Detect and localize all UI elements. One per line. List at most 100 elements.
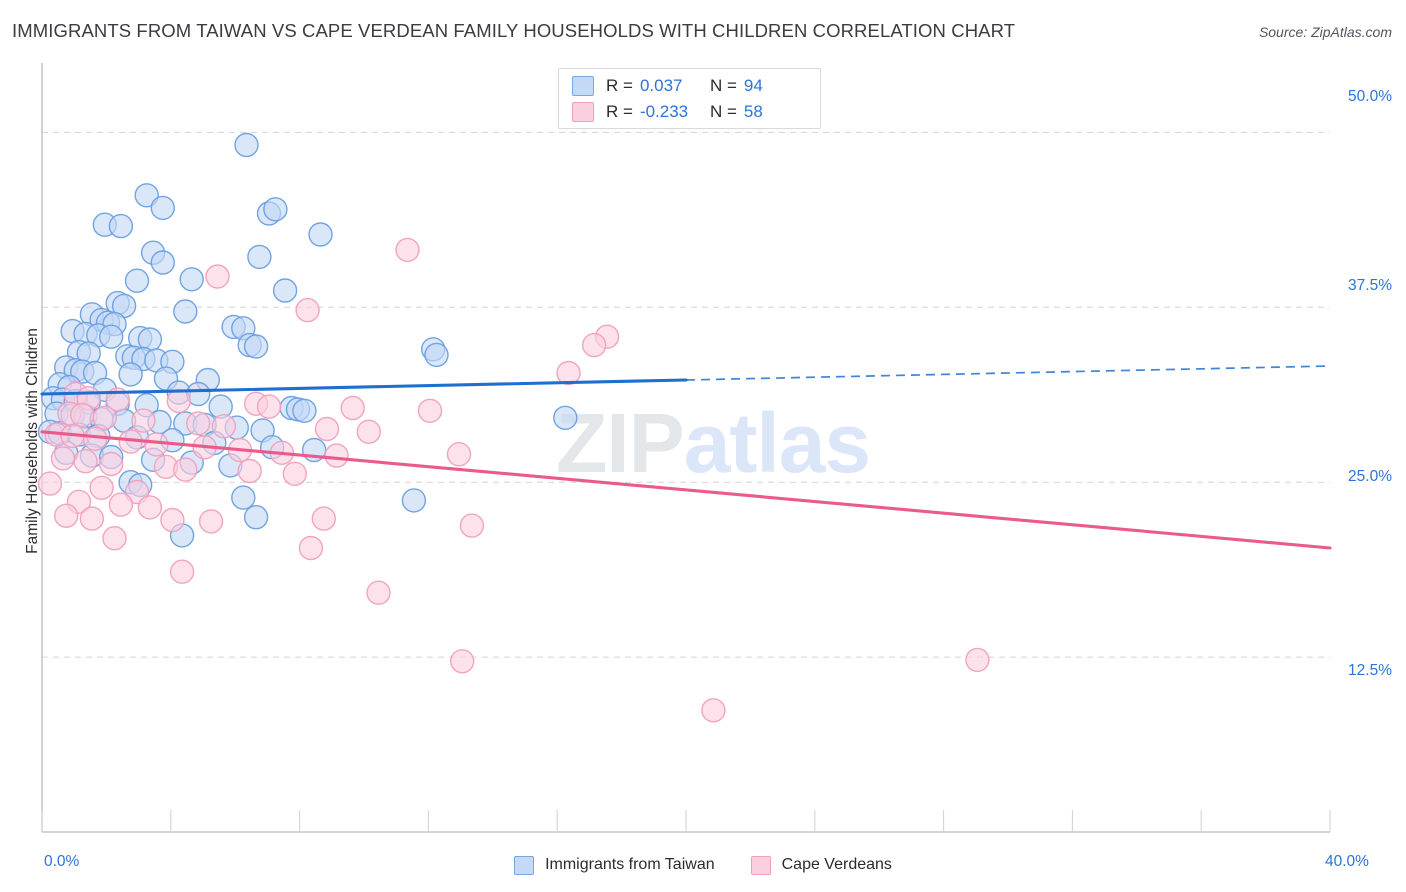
data-point [450,649,475,674]
data-point [169,559,195,584]
data-point [37,471,63,496]
series-points-cape-verdeans [37,237,990,723]
series-legend-item-taiwan[interactable]: Immigrants from Taiwan [514,855,715,875]
data-point [73,449,98,474]
data-point [198,509,224,534]
data-point [272,278,298,303]
data-point [324,443,349,468]
data-point [92,405,118,430]
trend-line-capeverdean [40,430,1332,550]
data-point [308,222,333,247]
x-tick-label-40: 40.0% [1325,853,1369,870]
data-point [701,698,726,723]
data-point [205,264,230,289]
series-legend: Immigrants from Taiwan Cape Verdeans [0,848,1406,882]
source-label: Source: ZipAtlas.com [1258,24,1392,40]
trend-line-taiwan [40,378,688,396]
legend-n-label-taiwan: N = [709,76,737,95]
legend-swatch-taiwan [572,76,594,96]
watermark-atlas: atlas [683,396,871,490]
data-point [446,442,472,467]
legend-n-label-capeverdean: N = [709,102,737,121]
data-point [131,408,156,433]
data-point [582,332,607,358]
y-tick-label-12-5: 12.5% [1348,662,1392,679]
data-point [424,342,449,368]
data-point [98,451,124,477]
data-point [292,398,317,423]
data-point [179,267,204,292]
data-point [211,414,237,439]
data-point [124,268,150,293]
data-point [459,513,485,538]
series-swatch-taiwan [514,855,535,875]
data-point [144,432,169,457]
legend-n-value-taiwan: 94 [743,76,763,95]
legend-n-value-capeverdean: 58 [743,102,763,121]
data-point [108,492,134,517]
series-points-immigrants-from-taiwan [37,132,578,548]
series-legend-item-capeverdean[interactable]: Cape Verdeans [750,855,892,875]
data-point [98,324,124,349]
legend-swatch-capeverdean [572,102,594,122]
data-point [263,197,288,222]
data-point [118,362,143,387]
data-point [234,132,259,158]
data-point [89,475,114,500]
data-point [556,360,581,386]
y-tick-label-37-5: 37.5% [1348,277,1392,294]
stats-legend-row-taiwan: R = 0.037 N = 94 [572,73,763,99]
data-point [243,334,269,359]
data-point [50,446,76,471]
data-point [70,402,95,428]
data-point [366,580,391,605]
data-point [401,488,427,513]
series-label-capeverdean: Cape Verdeans [781,856,892,873]
data-point [282,461,307,486]
data-point [185,411,211,436]
y-tick-label-50: 50.0% [1348,88,1392,105]
trend-line-taiwan-extrapolated [685,365,1331,381]
data-point [134,183,159,208]
data-point [137,495,163,520]
y-tick-label-25: 25.0% [1348,468,1392,485]
page-title: IMMIGRANTS FROM TAIWAN VS CAPE VERDEAN F… [12,20,1016,41]
data-point [247,244,272,270]
data-point [965,647,990,673]
data-point [102,526,127,551]
stats-legend-row-capeverdean: R = -0.233 N = 58 [572,99,763,125]
data-point [314,416,340,442]
data-point [237,458,262,484]
data-point [150,250,176,275]
data-point [395,237,420,263]
data-point [553,405,578,430]
data-point [340,395,365,421]
legend-r-label-taiwan: R = [606,76,633,95]
data-point [243,505,269,530]
data-point [173,299,198,324]
data-point [256,394,282,419]
data-point [356,419,381,444]
stats-legend: R = 0.037 N = 94 R = -0.233 N = 58 [558,68,821,129]
data-point [311,506,336,531]
data-point [298,535,324,561]
data-point [160,507,185,533]
legend-r-value-taiwan: 0.037 [639,76,683,95]
x-tick-label-0: 0.0% [44,853,80,870]
data-point [150,195,176,221]
zipatlas-watermark: ZIPatlas [556,395,871,492]
series-label-taiwan: Immigrants from Taiwan [545,856,715,873]
legend-r-value-capeverdean: -0.233 [639,102,689,121]
data-point [108,213,134,239]
data-point [53,503,79,528]
watermark-zip: ZIP [556,396,685,490]
data-point [295,297,320,323]
data-point [417,398,443,423]
data-point [166,388,192,414]
data-point [79,506,105,531]
data-point [231,485,256,510]
data-point [173,457,198,482]
legend-r-label-capeverdean: R = [606,102,633,121]
